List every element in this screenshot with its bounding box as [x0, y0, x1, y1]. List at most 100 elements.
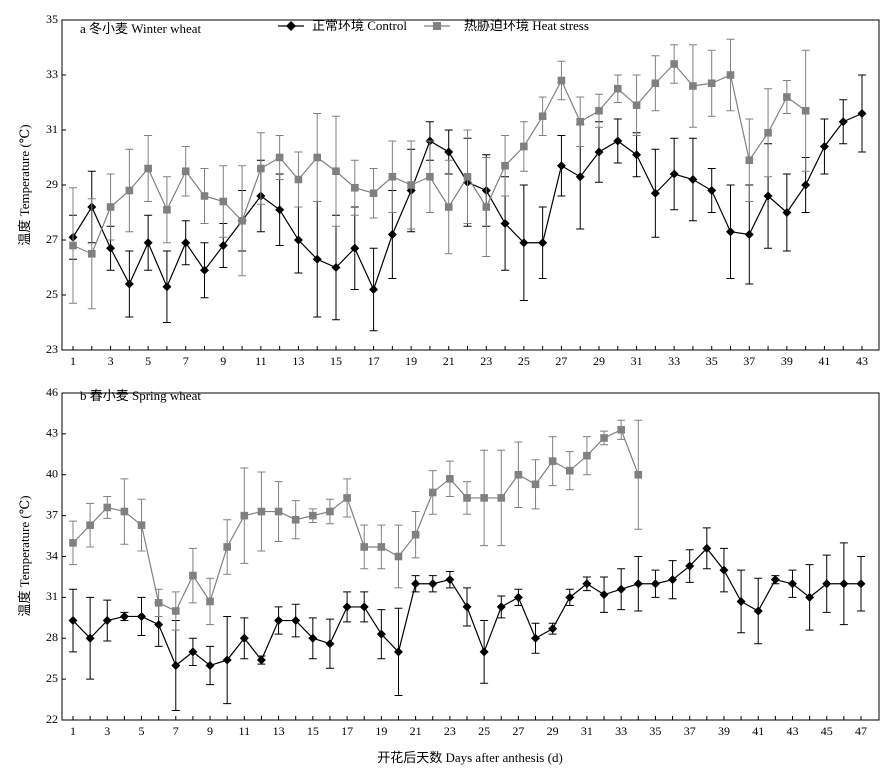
x-tick-label-a: 3: [108, 354, 114, 368]
point-heat-a: [670, 60, 678, 68]
point-control-b: [274, 616, 284, 626]
point-heat-b: [514, 470, 523, 479]
point-control-a: [218, 241, 228, 250]
point-heat-a: [689, 82, 697, 90]
y-tick-label-b: 25: [46, 671, 58, 685]
x-tick-label-b: 3: [104, 724, 110, 738]
x-tick-label-b: 15: [307, 724, 319, 738]
point-control-b: [856, 579, 866, 589]
legend-marker-heat: [433, 22, 441, 30]
point-heat-b: [291, 515, 300, 524]
point-control-a: [688, 175, 698, 184]
point-heat-b: [69, 539, 77, 547]
x-tick-label-a: 43: [856, 354, 868, 368]
point-control-b: [154, 620, 164, 630]
point-control-b: [531, 633, 541, 643]
point-control-b: [719, 565, 729, 575]
point-heat-a: [388, 172, 397, 181]
point-control-b: [428, 579, 438, 589]
axes-a: 1 3 5 7 9 11 13 15 17 19 21 23 25 27 29 31 33 35 37 39 41 432…: [46, 12, 868, 368]
point-control-a: [632, 150, 642, 160]
point-heat-b: [531, 480, 540, 489]
x-tick-label-b: 39: [718, 724, 730, 738]
point-heat-b: [480, 494, 488, 502]
y-tick-label-a: 35: [46, 12, 58, 26]
point-heat-a: [707, 79, 716, 88]
point-control-b: [325, 639, 335, 649]
point-control-b: [685, 561, 695, 571]
legend-marker-control: [286, 21, 296, 31]
x-tick-label-b: 43: [786, 724, 798, 738]
point-control-b: [616, 584, 626, 594]
point-heat-a: [576, 117, 585, 126]
y-tick-label-b: 22: [46, 712, 58, 726]
point-control-b: [650, 579, 660, 589]
point-heat-b: [171, 607, 180, 615]
point-heat-a: [764, 128, 772, 137]
point-control-a: [369, 285, 379, 294]
point-control-b: [668, 575, 678, 585]
x-tick-label-b: 33: [615, 724, 627, 738]
point-heat-b: [411, 530, 420, 539]
point-heat-a: [106, 203, 115, 211]
point-heat-b: [154, 599, 163, 607]
point-heat-a: [144, 164, 152, 173]
x-tick-label-a: 15: [330, 354, 342, 368]
point-heat-b: [206, 597, 214, 606]
point-control-a: [726, 227, 735, 237]
point-heat-a: [538, 112, 547, 121]
point-control-b: [513, 592, 523, 602]
x-tick-label-b: 7: [173, 724, 179, 738]
point-control-b: [308, 633, 318, 643]
point-heat-a: [87, 249, 96, 258]
point-control-a: [519, 238, 529, 248]
point-control-a: [387, 230, 397, 239]
point-control-b: [411, 579, 421, 589]
x-tick-label-a: 25: [518, 354, 530, 368]
x-tick-label-b: 25: [478, 724, 490, 738]
point-heat-a: [426, 172, 434, 181]
point-heat-b: [394, 552, 403, 561]
point-heat-a: [275, 153, 284, 162]
point-control-b: [291, 616, 301, 626]
legend: 正常环境 Control 热胁迫环境 Heat stress: [278, 18, 589, 33]
point-heat-a: [181, 167, 190, 176]
point-heat-a: [557, 76, 566, 85]
x-tick-label-a: 1: [70, 354, 76, 368]
x-tick-label-a: 13: [292, 354, 304, 368]
x-tick-label-a: 23: [480, 354, 492, 368]
x-axis-label: 开花后天数 Days after anthesis (d): [377, 750, 563, 765]
x-tick-label-a: 37: [743, 354, 755, 368]
x-tick-label-a: 9: [220, 354, 226, 368]
point-heat-a: [726, 71, 735, 79]
point-heat-b: [617, 425, 625, 434]
y-tick-label-a: 27: [46, 232, 58, 246]
point-control-a: [575, 172, 585, 182]
x-tick-label-b: 17: [341, 724, 353, 738]
point-control-b: [822, 579, 832, 589]
point-control-b: [565, 592, 575, 602]
point-control-b: [393, 647, 403, 657]
point-heat-b: [103, 503, 112, 512]
x-tick-label-a: 41: [818, 354, 830, 368]
x-tick-label-b: 5: [139, 724, 145, 738]
point-control-b: [137, 611, 147, 621]
point-control-a: [293, 235, 303, 245]
point-control-a: [106, 243, 116, 253]
x-tick-label-a: 33: [668, 354, 680, 368]
point-heat-b: [548, 457, 557, 465]
point-control-a: [200, 265, 209, 275]
point-control-a: [763, 191, 773, 201]
point-heat-a: [444, 203, 453, 211]
x-tick-label-a: 31: [631, 354, 643, 368]
point-heat-a: [219, 197, 228, 206]
x-tick-label-a: 27: [555, 354, 567, 368]
x-tick-label-a: 17: [368, 354, 380, 368]
point-heat-b: [463, 494, 471, 502]
point-heat-a: [163, 205, 171, 214]
y-tick-label-b: 28: [46, 630, 58, 644]
point-control-b: [102, 616, 112, 626]
y-tick-label-a: 29: [46, 177, 58, 191]
point-heat-b: [360, 543, 369, 551]
